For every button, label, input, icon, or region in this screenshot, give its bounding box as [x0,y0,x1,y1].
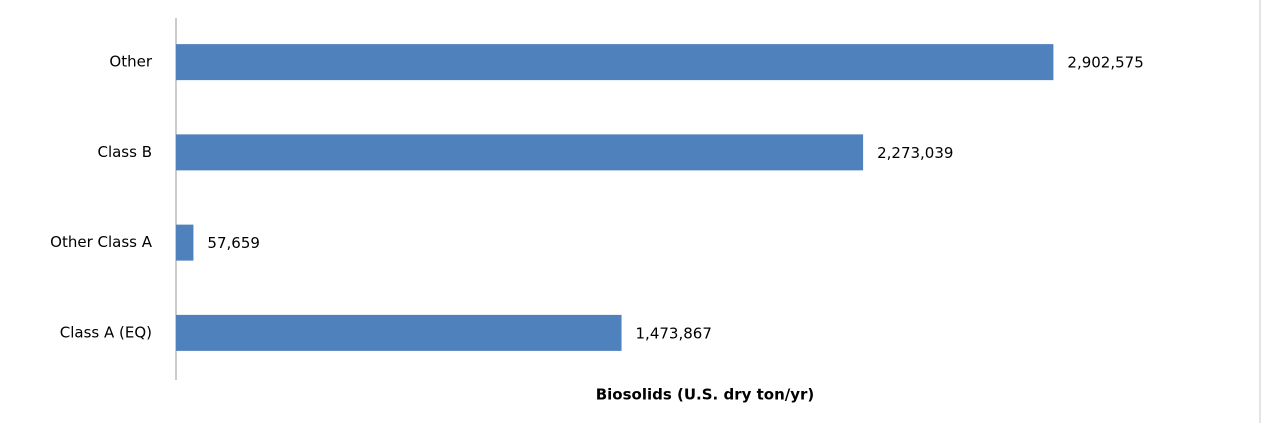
y-tick-label: Other Class A [50,233,153,251]
data-label: 57,659 [207,234,260,252]
data-label: 1,473,867 [636,324,712,342]
bar [176,134,864,171]
y-tick-label: Class A (EQ) [60,323,152,341]
data-label: 2,902,575 [1067,54,1143,72]
data-label: 2,273,039 [877,144,953,162]
x-axis-title: Biosolids (U.S. dry ton/yr) [596,386,815,404]
bar [176,314,622,351]
y-tick-label: Other [109,53,152,71]
y-tick-label: Class B [97,143,152,161]
bar [176,44,1054,81]
bar [176,224,194,261]
